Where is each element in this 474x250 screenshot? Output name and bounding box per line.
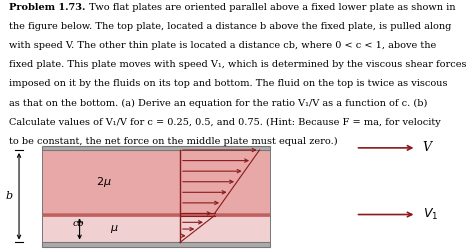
Text: with speed V. The other thin plate is located a distance cb, where 0 < c < 1, ab: with speed V. The other thin plate is lo… [9, 41, 437, 50]
Text: $2\mu$: $2\mu$ [96, 175, 112, 189]
Text: to be constant, the net force on the middle plate must equal zero.): to be constant, the net force on the mid… [9, 137, 338, 146]
Text: Two flat plates are oriented parallel above a fixed lower plate as shown in: Two flat plates are oriented parallel ab… [86, 2, 456, 12]
Bar [42, 216, 270, 242]
Text: the figure below. The top plate, located a distance b above the fixed plate, is : the figure below. The top plate, located… [9, 22, 452, 31]
Bar [42, 150, 270, 214]
Bar [42, 146, 270, 150]
Text: $\mu$: $\mu$ [110, 223, 118, 235]
Text: as that on the bottom. (a) Derive an equation for the ratio V₁/V as a function o: as that on the bottom. (a) Derive an equ… [9, 99, 428, 108]
Text: Problem 1.73.: Problem 1.73. [9, 2, 86, 12]
Text: Calculate values of V₁/V for c = 0.25, 0.5, and 0.75. (Hint: Because F = ma, for: Calculate values of V₁/V for c = 0.25, 0… [9, 118, 441, 127]
Text: $V_1$: $V_1$ [423, 207, 438, 222]
Bar [42, 214, 270, 216]
Text: imposed on it by the fluids on its top and bottom. The fluid on the top is twice: imposed on it by the fluids on its top a… [9, 80, 448, 88]
Text: V: V [423, 142, 432, 154]
Text: b: b [5, 191, 12, 201]
Text: fixed plate. This plate moves with speed V₁, which is determined by the viscous : fixed plate. This plate moves with speed… [9, 60, 467, 69]
Text: cb: cb [73, 220, 85, 228]
Bar [42, 242, 270, 247]
